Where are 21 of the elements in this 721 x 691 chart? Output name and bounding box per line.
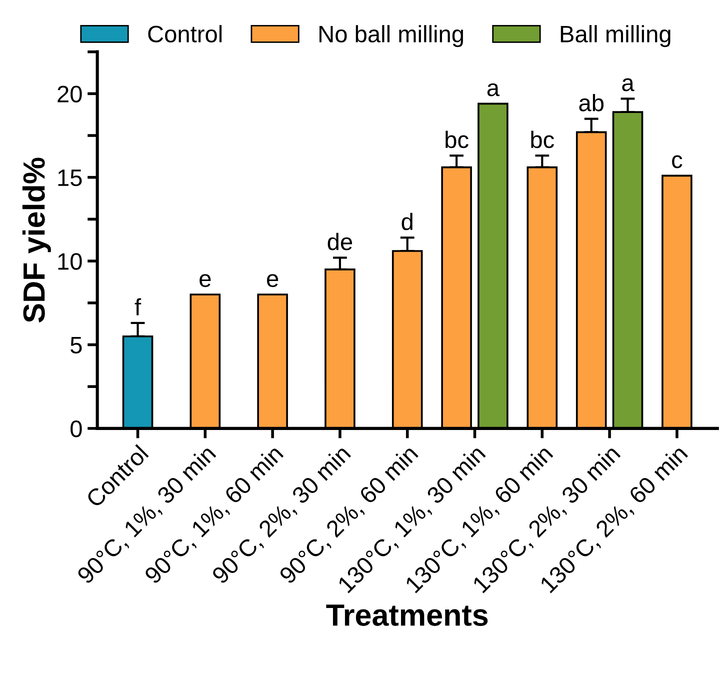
y-axis-title: SDF yield%: [22, 158, 51, 322]
annotation: de: [328, 232, 352, 250]
annotation: e: [200, 274, 211, 288]
annotation: c: [672, 155, 682, 168]
annotation: ab: [579, 94, 604, 112]
annotation: a: [622, 78, 634, 92]
annotation: d: [402, 212, 412, 230]
x-axis-title: Treatments: [326, 604, 488, 626]
annotation: e: [267, 274, 278, 288]
legend-label: Control: [148, 25, 222, 42]
y-tick-label: 20: [58, 86, 82, 102]
legend-label: No ball milling: [320, 25, 464, 48]
y-tick-label: 10: [58, 253, 82, 270]
annotation: bc: [446, 130, 468, 148]
annotation: bc: [531, 130, 554, 148]
annotation: f: [134, 298, 142, 316]
y-tick-label: 15: [58, 170, 82, 186]
y-tick-label: 5: [70, 337, 82, 354]
y-tick-label: 0: [70, 420, 82, 438]
legend-label: Ball milling: [560, 25, 670, 48]
annotation: a: [487, 83, 500, 96]
